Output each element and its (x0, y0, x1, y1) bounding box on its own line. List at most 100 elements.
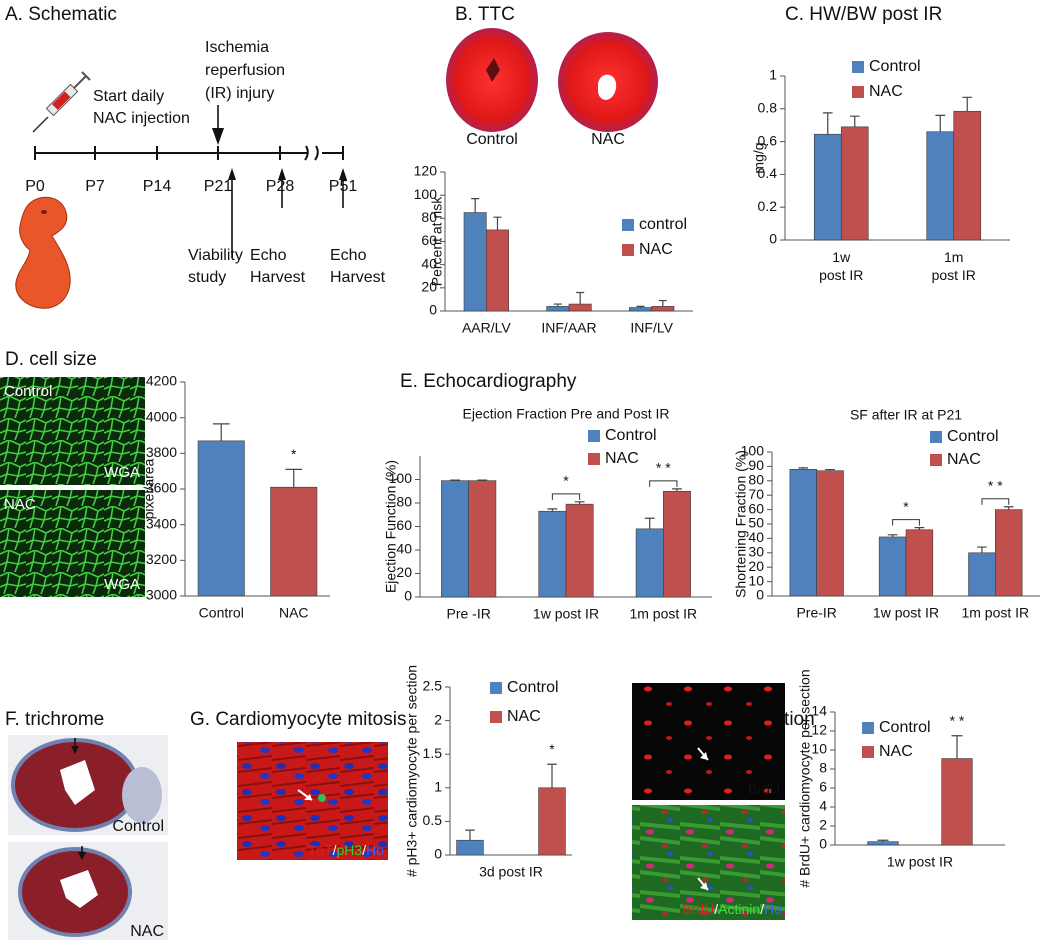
label-line: post IR (819, 267, 863, 283)
separator: / (760, 901, 764, 917)
stain-label: Ho (366, 842, 384, 858)
panel-f: F. trichrome Control NAC (5, 709, 168, 940)
bar (565, 503, 594, 598)
wga-image (0, 377, 145, 485)
label: reperfusion (205, 62, 285, 79)
error-bar (493, 216, 502, 230)
arrow-head (78, 852, 86, 860)
label-line: post IR (932, 267, 976, 283)
x-tick-label: 3d post IR (479, 864, 543, 880)
y-tick-label: 20 (748, 558, 764, 574)
error-bar (450, 479, 460, 481)
y-tick-label: 2 (819, 817, 827, 833)
y-tick-label: 0.6 (758, 132, 778, 148)
tissue (122, 767, 162, 823)
chart-title: Ejection Fraction Pre and Post IR (463, 406, 670, 422)
timepoint-label: P7 (85, 178, 105, 195)
y-tick-label: 20 (421, 279, 437, 295)
bar-chart: 0 2 4 6 8 10 12 14# BrdU+ cardiomyocyte per sec… (797, 669, 1005, 888)
x-tick-label: INF/LV (630, 320, 673, 336)
y-axis-label: Ejection Function (%) (383, 460, 399, 593)
stain-label: TnT (308, 842, 333, 858)
bar (270, 486, 318, 597)
y-tick-label: 2 (434, 711, 442, 727)
y-axis-label: mg/g (751, 142, 767, 173)
panel-title: G. Cardiomyocyte mitosis (190, 709, 406, 730)
error-bar (672, 488, 682, 492)
y-tick-label: 100 (741, 443, 765, 459)
error-bar (877, 839, 889, 842)
y-tick-label: 0.4 (758, 165, 778, 181)
y-tick-label: 1 (434, 779, 442, 795)
legend-swatch (852, 86, 864, 98)
separator: / (333, 842, 337, 858)
x-tick-label: 1m post IR (629, 606, 697, 622)
x-tick-label: 1w post IR (533, 606, 599, 622)
legend-swatch (490, 711, 502, 723)
y-tick-label: 10 (748, 572, 764, 588)
legend-label: NAC (869, 83, 903, 100)
error-bar (471, 198, 480, 213)
error-bar (576, 291, 585, 305)
y-tick-label: 100 (389, 470, 413, 486)
y-tick-label: 80 (396, 494, 412, 510)
y-tick-label: 0.2 (758, 198, 778, 214)
error-bar (465, 829, 475, 841)
significance-label: * * (988, 477, 1003, 493)
legend-label: Control (947, 428, 999, 445)
label: study (188, 269, 226, 286)
significance-label: * (549, 741, 555, 757)
brdu-image (632, 805, 785, 920)
x-tick-label: Pre-IR (796, 605, 836, 621)
plunger-head (81, 71, 91, 81)
significance-label: * * (950, 712, 965, 728)
error-bar (798, 467, 809, 470)
y-axis-label: Shortening Fraction (%) (733, 450, 749, 598)
error-bar (849, 115, 860, 127)
liquid (52, 91, 71, 110)
y-tick-label: 0 (404, 588, 412, 604)
image-label: TnT/pH3/Ho (308, 842, 384, 858)
y-tick-label: 6 (819, 779, 827, 795)
image-label: Control (4, 383, 52, 400)
stain-label: pH3 (337, 842, 363, 858)
legend-swatch (490, 682, 502, 694)
bar (486, 229, 509, 312)
label: Harvest (250, 269, 306, 286)
y-tick-label: 40 (421, 255, 437, 271)
y-tick-label: 20 (396, 564, 412, 580)
bar-chart: 0 0.2 0.4 0.6 0.8 1 mg/g 1w post IR 1m post IR Cont… (751, 58, 1010, 283)
x-tick-label: 1w post IR (873, 605, 939, 621)
image-label: BrdU (748, 781, 780, 797)
label: Start daily (93, 88, 164, 105)
stain-label: Ho (764, 901, 782, 917)
bar (816, 470, 844, 597)
image-label: WGA (104, 576, 140, 593)
panel-title: B. TTC (455, 4, 515, 25)
label: NAC injection (93, 110, 190, 127)
x-tick-label: 1m post IR (961, 605, 1029, 621)
panel-title: A. Schematic (5, 4, 117, 25)
error-bar (977, 546, 987, 553)
arrow-head (304, 794, 312, 800)
bar (905, 529, 934, 597)
error-bar (935, 114, 946, 132)
label-line: 1m (944, 249, 963, 265)
legend-label: Control (605, 427, 657, 444)
y-tick-label: 4200 (146, 373, 177, 389)
y-axis-label: pixel/area (141, 458, 157, 519)
separator: / (362, 842, 366, 858)
y-tick-label: 0.8 (758, 100, 778, 116)
panel-d: D. cell size Control WGA NAC WGA (0, 349, 145, 597)
x-tick-label: 1w post IR (887, 854, 953, 870)
panel-title: F. trichrome (5, 709, 104, 730)
image-label: BrdU/Actinin/Ho (682, 901, 782, 917)
y-tick-label: 60 (421, 232, 437, 248)
label-line: 1w (832, 249, 851, 265)
bar-chart: 0 0.5 1 1.5 2 2.5# pH3+ cardiomyocyte per sec… (404, 665, 572, 880)
legend-swatch (930, 454, 942, 466)
ph3-nucleus (318, 794, 326, 802)
chart-title: SF after IR at P21 (850, 407, 962, 423)
x-tick-label: Control (199, 605, 244, 621)
legend-label: Control (869, 58, 921, 75)
